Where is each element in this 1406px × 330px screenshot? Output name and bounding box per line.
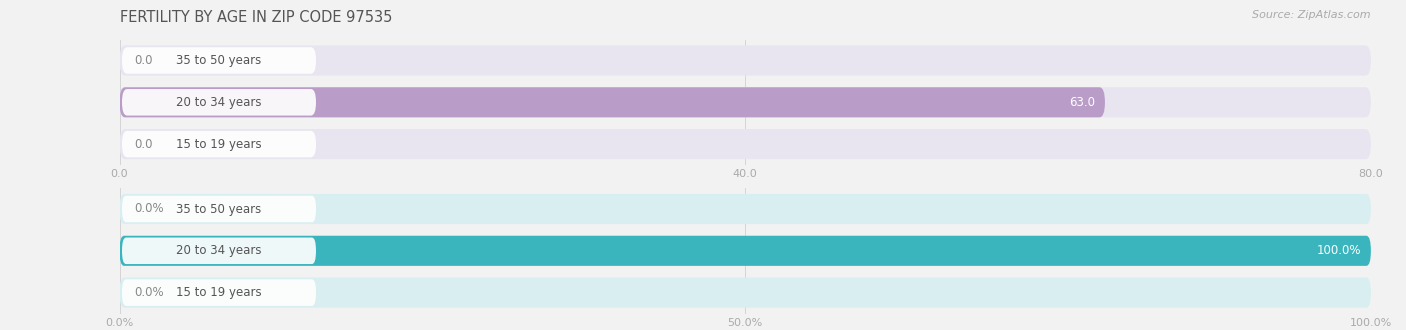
Text: 20 to 34 years: 20 to 34 years: [176, 244, 262, 257]
Text: 100.0%: 100.0%: [1316, 244, 1361, 257]
Text: Source: ZipAtlas.com: Source: ZipAtlas.com: [1253, 10, 1371, 20]
Text: 35 to 50 years: 35 to 50 years: [176, 203, 262, 215]
FancyBboxPatch shape: [122, 238, 316, 264]
Text: 0.0%: 0.0%: [135, 203, 165, 215]
FancyBboxPatch shape: [122, 131, 316, 157]
FancyBboxPatch shape: [120, 194, 1371, 224]
Text: 20 to 34 years: 20 to 34 years: [176, 96, 262, 109]
FancyBboxPatch shape: [120, 87, 1371, 117]
FancyBboxPatch shape: [120, 236, 1371, 266]
FancyBboxPatch shape: [120, 46, 1371, 76]
Text: 15 to 19 years: 15 to 19 years: [176, 286, 262, 299]
FancyBboxPatch shape: [122, 89, 316, 116]
FancyBboxPatch shape: [122, 196, 316, 222]
Text: FERTILITY BY AGE IN ZIP CODE 97535: FERTILITY BY AGE IN ZIP CODE 97535: [120, 10, 392, 25]
Text: 35 to 50 years: 35 to 50 years: [176, 54, 262, 67]
Text: 15 to 19 years: 15 to 19 years: [176, 138, 262, 150]
Text: 0.0: 0.0: [135, 54, 153, 67]
Text: 0.0%: 0.0%: [135, 286, 165, 299]
FancyBboxPatch shape: [122, 47, 316, 74]
FancyBboxPatch shape: [122, 280, 316, 306]
Text: 0.0: 0.0: [135, 138, 153, 150]
FancyBboxPatch shape: [120, 87, 1105, 117]
FancyBboxPatch shape: [120, 129, 1371, 159]
FancyBboxPatch shape: [120, 236, 1371, 266]
FancyBboxPatch shape: [120, 278, 1371, 308]
Text: 63.0: 63.0: [1069, 96, 1095, 109]
